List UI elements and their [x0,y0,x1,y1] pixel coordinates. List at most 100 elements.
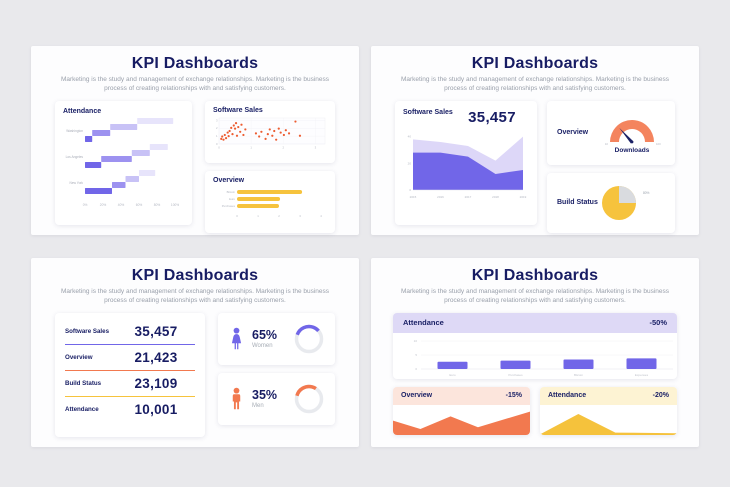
women-caption: Women [252,342,273,349]
svg-text:100%: 100% [171,203,179,207]
attendance-banner: Attendance -50% [393,312,677,333]
slide-1[interactable]: KPI Dashboards Marketing is the study an… [31,46,359,235]
attendance-waterfall-chart: Washington Los Angeles New York 0% 20% 40% 60%… [66,117,179,207]
svg-text:2: 2 [282,145,284,149]
svg-text:4: 4 [320,214,322,218]
svg-text:2016: 2016 [437,195,444,199]
overview-header: Overview -15% [393,386,530,405]
overview-card: Overview Bitcoin Euro Purchases 0 1 2 3 4 [205,170,335,233]
svg-text:1: 1 [250,145,252,149]
svg-text:2: 2 [216,126,218,130]
svg-text:2: 2 [278,214,280,218]
downloads-gauge-chart: 10 100 [605,119,661,146]
svg-text:60%: 60% [136,203,143,207]
svg-text:20%: 20% [100,203,107,207]
svg-text:New York: New York [70,181,84,185]
slide-subtitle: Marketing is the study and management of… [60,288,330,305]
svg-text:Los Angeles: Los Angeles [66,155,84,159]
svg-text:0: 0 [409,188,411,192]
svg-text:2018: 2018 [492,195,499,199]
software-sales-chart-title: Software Sales [213,106,263,114]
svg-text:80%: 80% [643,191,650,195]
attendance-header: Attendance -20% [540,386,677,405]
men-donut-chart [294,384,324,414]
slide-title: KPI Dashboards [131,55,259,72]
slide-title: KPI Dashboards [471,267,599,284]
kpi-value: 35,457 [134,323,178,339]
svg-text:0: 0 [216,142,218,146]
svg-text:3: 3 [299,214,301,218]
software-sales-area-chart: 0 20 40 2015 2016 2017 2018 2019 [408,135,527,199]
svg-text:5: 5 [415,353,417,357]
svg-text:40: 40 [408,135,412,139]
svg-text:2015: 2015 [410,195,417,199]
svg-text:80%: 80% [154,203,161,207]
slide-subtitle: Marketing is the study and management of… [400,288,670,305]
men-stat-card: 35% Men [218,372,335,425]
kpi-label: Attendance [65,405,99,413]
gauge-label: Overview [557,128,589,136]
svg-text:0%: 0% [83,203,88,207]
svg-text:Bitcoin: Bitcoin [574,373,583,377]
slide-3[interactable]: KPI Dashboards Marketing is the study an… [31,258,359,447]
women-stat-card: 65% Women [218,312,335,365]
attendance-chart-title: Attendance [63,107,102,115]
kpi-label: Software Sales [65,327,110,335]
kpi-value: 10,001 [134,401,178,417]
overview-gauge-card: Overview 10 100 Downloads [547,100,675,165]
software-sales-label: Software Sales [403,108,453,116]
kpi-label: Overview [65,353,93,361]
kpi-label: Build Status [65,379,102,387]
slide-2[interactable]: KPI Dashboards Marketing is the study an… [371,46,699,235]
svg-text:40%: 40% [118,203,125,207]
women-donut-chart [294,324,324,354]
svg-text:0: 0 [415,367,417,371]
overview-chart-title: Overview [213,176,245,184]
kpi-value: 23,109 [134,375,178,391]
slide-subtitle: Marketing is the study and management of… [60,76,330,93]
attendance-bars-card: Attendance -50% 0 5 10 Euro Purchases Bitcoin… [393,312,677,379]
slide-4[interactable]: KPI Dashboards Marketing is the study an… [371,258,699,447]
man-icon [232,387,241,410]
svg-text:Purchases: Purchases [222,204,236,208]
svg-text:2019: 2019 [520,195,527,199]
svg-text:Euro: Euro [449,373,456,377]
attendance-area-card: Attendance -20% [540,386,677,435]
overview-hbar-chart: Bitcoin Euro Purchases 0 1 2 3 4 [222,189,322,218]
software-sales-area-card: Software Sales 35,457 0 20 40 2015 2016 2017 2… [395,100,537,225]
build-status-label: Build Status [557,198,598,206]
kpi-row-overview: Overview 21,423 [65,345,195,371]
kpi-value: 21,423 [134,349,178,365]
card-title: Attendance [548,392,587,400]
gauge-caption: Downloads [614,146,650,154]
svg-text:Washington: Washington [66,129,83,133]
svg-text:0: 0 [218,145,220,149]
kpi-row-software-sales: Software Sales 35,457 [65,319,195,345]
svg-text:3: 3 [315,145,317,149]
svg-text:20: 20 [408,161,412,165]
card-title: Overview [401,392,433,400]
svg-text:1: 1 [257,214,259,218]
attendance-mountain-chart [540,413,677,435]
svg-text:0: 0 [236,214,238,218]
svg-text:100: 100 [656,142,661,146]
women-percent: 65% [252,327,278,342]
kpi-list-card: Software Sales 35,457 Overview 21,423 Bu… [55,312,205,437]
banner-delta: -50% [649,318,667,328]
software-sales-big-value: 35,457 [468,108,516,126]
kpi-row-build-status: Build Status 23,109 [65,371,195,397]
attendance-card: Attendance Washington Los Angeles New York… [55,100,192,225]
overview-area-card: Overview -15% [393,386,530,435]
build-status-pie-chart: 80% [602,185,650,220]
men-caption: Men [252,402,264,409]
attendance-vbar-chart: 0 5 10 Euro Purchases Bitcoin Expenses [414,339,673,377]
slide-title: KPI Dashboards [131,267,259,284]
slide-subtitle: Marketing is the study and management of… [400,76,670,93]
build-status-card: Build Status 80% [547,172,675,233]
woman-icon [231,327,242,350]
overview-mountain-chart [393,411,530,435]
banner-title: Attendance [403,318,444,328]
svg-text:Euro: Euro [229,197,235,201]
svg-text:Bitcoin: Bitcoin [227,190,236,194]
